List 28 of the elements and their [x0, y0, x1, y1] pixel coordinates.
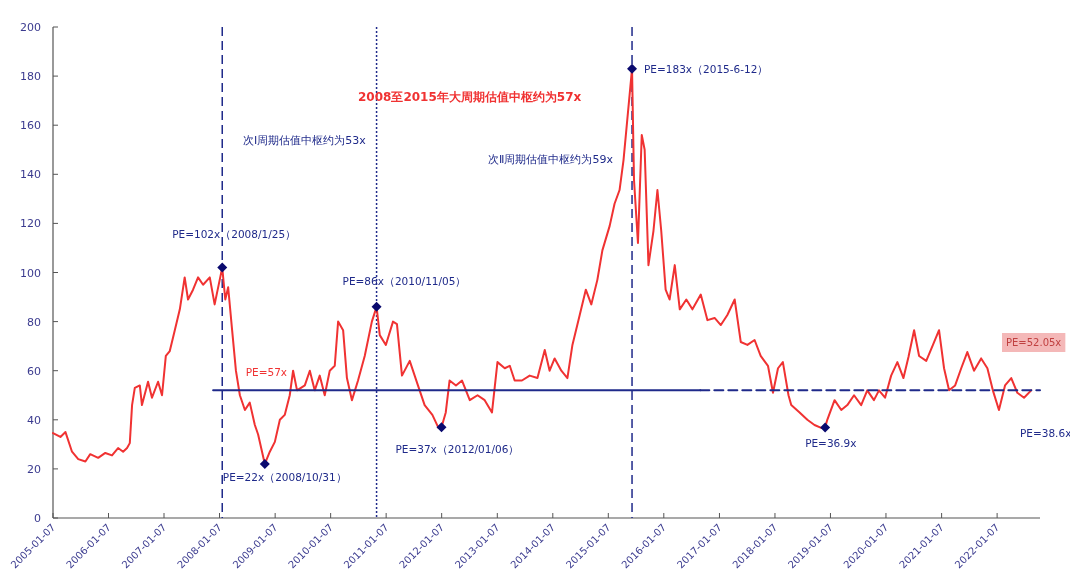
point — [259, 458, 270, 469]
y-tick-label: 40 — [27, 413, 41, 427]
annotation: PE=86x（2010/11/05） — [342, 274, 467, 287]
y-tick-label: 20 — [27, 462, 41, 476]
annotation: PE=36.9x — [805, 437, 857, 450]
annotation: 2008至2015年大周期估值中枢约为57x — [358, 90, 582, 104]
annotation: PE=37x（2012/01/06） — [395, 443, 520, 456]
point — [820, 422, 831, 433]
y-tick-label: 100 — [20, 266, 41, 280]
annotation: PE=102x（2008/1/25） — [172, 227, 297, 240]
point — [436, 422, 447, 433]
y-tick-label: 180 — [20, 70, 41, 84]
annotation: PE=22x（2008/10/31） — [222, 470, 347, 483]
y-tick-label: 160 — [20, 119, 41, 133]
y-tick-label: 120 — [20, 217, 41, 231]
annotation: PE=57x — [245, 366, 288, 379]
y-tick-label: 200 — [20, 21, 41, 34]
point — [627, 63, 638, 74]
y-tick-label: 60 — [27, 364, 41, 378]
y-tick-label: 80 — [27, 315, 41, 329]
point — [371, 301, 382, 312]
annotation: 次Ⅱ周期估值中枢约为59x — [488, 153, 614, 166]
annotation: PE=183x（2015-6-12） — [644, 62, 769, 75]
y-tick-label: 140 — [20, 168, 41, 182]
point — [217, 262, 228, 273]
y-tick-label: 0 — [34, 512, 41, 525]
annotation: 次Ⅰ周期估值中枢约为53x — [243, 134, 367, 147]
annotation: PE=52.05x — [1006, 337, 1062, 348]
